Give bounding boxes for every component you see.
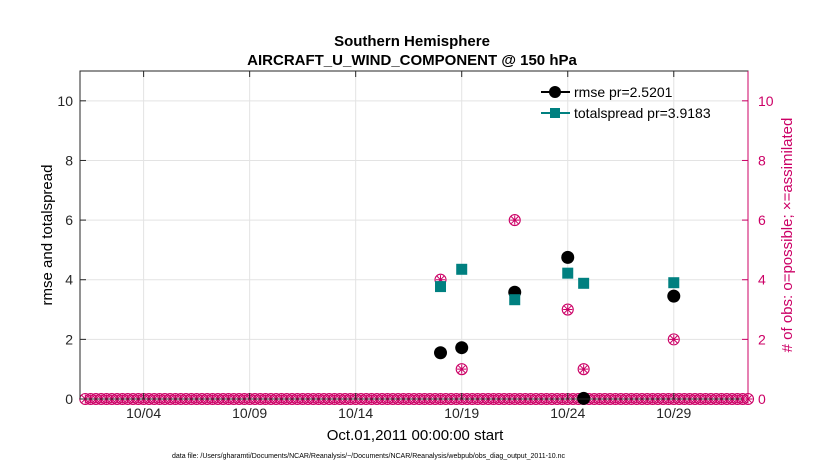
obs-count-marker (508, 214, 521, 227)
obs-count-marker (455, 363, 468, 376)
totalspread-point (578, 277, 590, 289)
rmse-point (434, 346, 448, 360)
legend-totalspread-label: totalspread pr=3.9183 (574, 105, 711, 121)
obs-assimilated-cross (510, 215, 520, 225)
y-tick-label-right: 0 (758, 391, 766, 407)
x-tick-label: 10/29 (656, 405, 691, 421)
legend-rmse-label: rmse pr=2.5201 (574, 84, 673, 100)
totalspread-point (562, 267, 574, 279)
obs-count-marker (577, 363, 590, 376)
y-tick-label: 10 (57, 93, 73, 109)
obs-possible-circle (577, 363, 590, 376)
rmse-point (561, 250, 575, 264)
y-tick-label-right: 8 (758, 152, 766, 168)
y-tick-label-right: 2 (758, 331, 766, 347)
obs-possible-circle (455, 363, 468, 376)
rmse-point (455, 341, 469, 355)
obs-possible-circle (667, 333, 680, 346)
rmse-point (577, 391, 591, 405)
x-tick-label: 10/14 (338, 405, 373, 421)
x-tick-label: 10/19 (444, 405, 479, 421)
footnote: data file: /Users/gharamti/Documents/NCA… (172, 453, 566, 460)
series-layer (434, 250, 681, 405)
y-tick-label: 2 (65, 331, 73, 347)
y-tick-label: 0 (65, 391, 73, 407)
y-tick-label-right: 10 (758, 93, 774, 109)
obs-count-marker (667, 333, 680, 346)
y-axis-label-right: # of obs: o=possible; ×=assimilated (779, 118, 796, 353)
x-tick-label: 10/04 (126, 405, 161, 421)
x-axis-label: Oct.01,2011 00:00:00 start (327, 427, 504, 444)
chart-title: Southern Hemisphere (334, 33, 490, 50)
totalspread-point (435, 281, 447, 293)
x-tick-label: 10/09 (232, 405, 267, 421)
obs-possible-circle (508, 214, 521, 227)
legend-rmse-marker (549, 86, 561, 98)
rmse-point (667, 289, 681, 303)
y-tick-label-right: 6 (758, 212, 766, 228)
obs-assimilated-cross (563, 304, 573, 315)
y-axis-left: 0 2 4 6 8 10 (57, 93, 86, 407)
grid (80, 71, 748, 399)
obs-possible-circle (561, 303, 574, 316)
obs-count-marker (561, 303, 574, 316)
totalspread-point (509, 294, 521, 306)
legend: rmse pr=2.5201 totalspread pr=3.9183 (541, 84, 711, 121)
obs-assimilated-cross (457, 364, 467, 374)
x-tick-label: 10/24 (550, 405, 585, 421)
totalspread-point (668, 277, 680, 289)
chart-subtitle: AIRCRAFT_U_WIND_COMPONENT @ 150 hPa (247, 52, 577, 69)
y-axis-right: 0 2 4 6 8 10 (742, 93, 774, 407)
y-tick-label-right: 4 (758, 272, 766, 288)
obs-assimilated-cross (435, 275, 446, 285)
obs-assimilated-cross (579, 364, 589, 374)
totalspread-point (456, 263, 468, 275)
x-axis: 10/04 10/09 10/14 10/19 10/24 10/29 (126, 71, 692, 421)
legend-totalspread-marker (550, 108, 560, 118)
y-tick-label: 8 (65, 152, 73, 168)
y-axis-label: rmse and totalspread (39, 165, 56, 306)
y-tick-label: 6 (65, 212, 73, 228)
y-tick-label: 4 (65, 272, 73, 288)
obs-assimilated-cross (669, 334, 679, 344)
